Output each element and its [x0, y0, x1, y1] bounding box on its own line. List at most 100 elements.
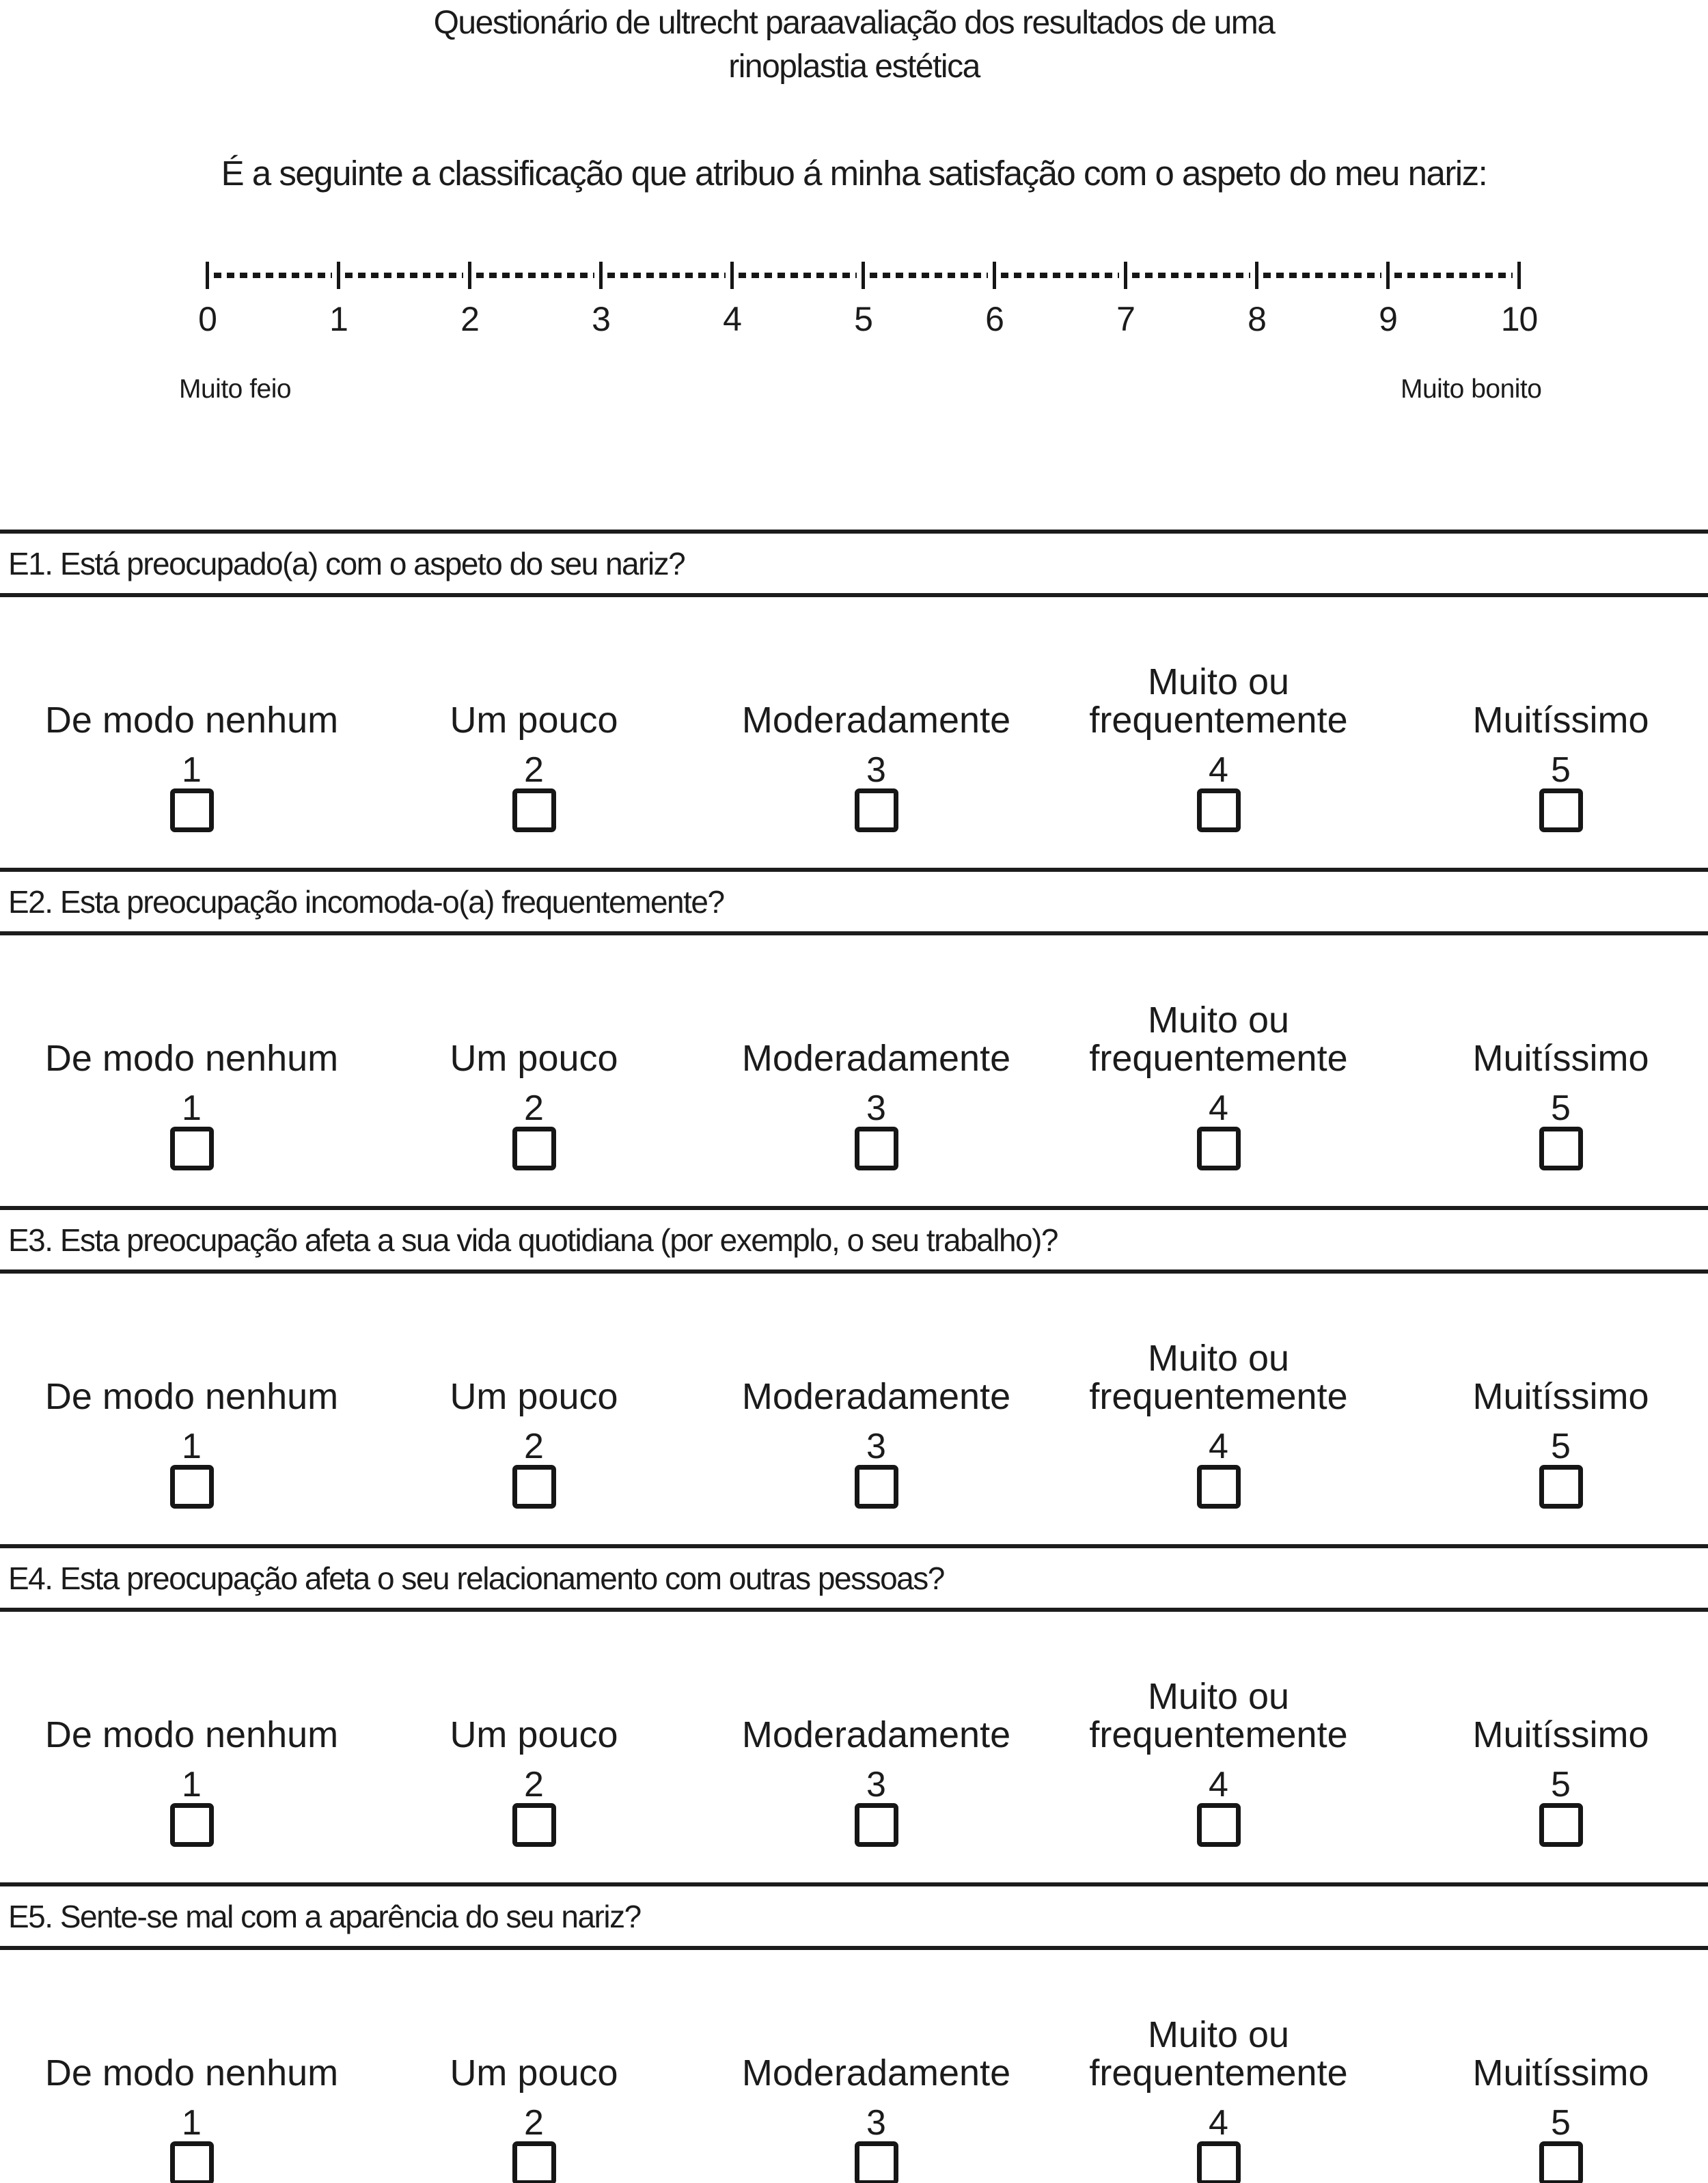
option-number: 4	[1209, 2103, 1228, 2143]
checkbox-e3-5[interactable]	[1539, 1465, 1583, 1509]
option-number: 2	[524, 1088, 544, 1128]
scale-number-10: 10	[1500, 300, 1539, 338]
checkbox-e2-3[interactable]	[854, 1127, 898, 1170]
option-label: De modo nenhum	[45, 1001, 338, 1077]
scale-number-9: 9	[1379, 300, 1398, 338]
scale-number-8: 8	[1248, 300, 1267, 338]
option-number: 4	[1209, 750, 1228, 790]
option-label-text: Moderadamente	[741, 1376, 1011, 1417]
option-number: 1	[182, 1088, 202, 1128]
option-number: 2	[524, 1765, 544, 1804]
option-column-2: Um pouco 2	[363, 1677, 705, 1847]
option-label-text: Muitíssimo	[1472, 1038, 1649, 1079]
scale-end-tick	[1517, 262, 1521, 289]
intro-statement: É a seguinte a classificação que atribuo…	[221, 154, 1488, 193]
option-label: Muito ou frequentemente	[1047, 1677, 1390, 1754]
checkbox-e2-2[interactable]	[512, 1127, 556, 1170]
checkbox-e4-4[interactable]	[1196, 1803, 1241, 1847]
dashed-line	[1132, 273, 1250, 278]
checkbox-e5-1[interactable]	[169, 2141, 214, 2183]
option-label-text: De modo nenhum	[44, 2052, 339, 2093]
option-label: Muito ou frequentemente	[1047, 663, 1390, 739]
option-label: Moderadamente	[742, 2016, 1010, 2092]
checkbox-e5-3[interactable]	[854, 2141, 898, 2183]
question-block-e1: E1. Está preocupado(a) com o aspeto do s…	[0, 530, 1708, 868]
option-label: Muito ou frequentemente	[1047, 2016, 1390, 2092]
option-column-2: Um pouco 2	[363, 1339, 705, 1509]
option-label-text: Muitíssimo	[1472, 1714, 1649, 1755]
option-number: 5	[1551, 1088, 1571, 1128]
option-column-4: Muito ou frequentemente 4	[1047, 1339, 1390, 1509]
scale-segment-2	[468, 262, 599, 289]
option-number: 2	[524, 750, 544, 790]
page-title-line-1: Questionário de ultrecht paraavaliação d…	[433, 5, 1276, 41]
checkbox-e1-5[interactable]	[1539, 788, 1583, 832]
checkbox-e4-2[interactable]	[512, 1803, 556, 1847]
checkbox-e3-4[interactable]	[1196, 1465, 1241, 1509]
checkbox-e1-2[interactable]	[512, 788, 556, 832]
option-number: 1	[182, 1765, 202, 1804]
option-column-4: Muito ou frequentemente 4	[1047, 1677, 1390, 1847]
option-label: Muitíssimo	[1472, 2016, 1649, 2092]
rating-scale-ruler	[206, 262, 1521, 289]
checkbox-e1-4[interactable]	[1196, 788, 1241, 832]
option-label-text: Muito ou frequentemente	[1089, 661, 1348, 741]
option-label-text: Moderadamente	[741, 1714, 1011, 1755]
option-label: Um pouco	[450, 1677, 618, 1754]
checkbox-e4-5[interactable]	[1539, 1803, 1583, 1847]
scale-segment-4	[730, 262, 862, 289]
question-header: E3. Esta preocupação afeta a sua vida qu…	[0, 1210, 1708, 1269]
option-number: 3	[866, 750, 886, 790]
checkbox-e4-3[interactable]	[854, 1803, 898, 1847]
question-text-e4: E4. Esta preocupação afeta o seu relacio…	[8, 1560, 945, 1596]
checkbox-e3-3[interactable]	[854, 1465, 898, 1509]
checkbox-e5-2[interactable]	[512, 2141, 556, 2183]
option-number: 2	[524, 1427, 544, 1466]
option-label-text: De modo nenhum	[44, 1714, 339, 1755]
scale-right-label: Muito bonito	[1401, 374, 1542, 404]
scale-number-4: 4	[723, 300, 742, 338]
scale-segment-1	[337, 262, 468, 289]
option-number: 1	[182, 1427, 202, 1466]
option-label-text: Um pouco	[450, 1376, 618, 1417]
option-label-text: De modo nenhum	[44, 1376, 339, 1417]
option-label: Muitíssimo	[1472, 663, 1649, 739]
option-column-5: Muitíssimo 5	[1390, 1001, 1708, 1170]
dashed-line	[345, 273, 463, 278]
option-label: Moderadamente	[742, 1339, 1010, 1416]
dashed-line	[1394, 273, 1513, 278]
option-label-text: Um pouco	[450, 2052, 618, 2093]
scale-segment-3	[599, 262, 730, 289]
option-label: De modo nenhum	[45, 2016, 338, 2092]
checkbox-e5-4[interactable]	[1196, 2141, 1241, 2183]
scale-number-3: 3	[592, 300, 611, 338]
option-column-2: Um pouco 2	[363, 1001, 705, 1170]
question-header: E5. Sente-se mal com a aparência do seu …	[0, 1886, 1708, 1946]
option-label-text: De modo nenhum	[44, 1038, 339, 1079]
divider-top	[0, 530, 1708, 534]
options-row: De modo nenhum 1 Um pouco 2 Moderadament…	[0, 1274, 1708, 1544]
option-label-text: Muito ou frequentemente	[1089, 1000, 1348, 1079]
checkbox-e2-4[interactable]	[1196, 1127, 1241, 1170]
dashed-line	[214, 273, 332, 278]
checkbox-e1-1[interactable]	[169, 788, 214, 832]
question-text-e5: E5. Sente-se mal com a aparência do seu …	[8, 1898, 642, 1934]
question-header: E2. Esta preocupação incomoda-o(a) frequ…	[0, 872, 1708, 931]
checkbox-e2-5[interactable]	[1539, 1127, 1583, 1170]
scale-number-6: 6	[985, 300, 1004, 338]
option-label: De modo nenhum	[45, 1677, 338, 1754]
checkbox-e2-1[interactable]	[169, 1127, 214, 1170]
divider-bottom	[0, 1608, 1708, 1612]
question-block-e4: E4. Esta preocupação afeta o seu relacio…	[0, 1544, 1708, 1882]
question-block-e5: E5. Sente-se mal com a aparência do seu …	[0, 1882, 1708, 2183]
dashed-line	[1001, 273, 1119, 278]
checkbox-e4-1[interactable]	[169, 1803, 214, 1847]
checkbox-e1-3[interactable]	[854, 788, 898, 832]
checkbox-e5-5[interactable]	[1539, 2141, 1583, 2183]
checkbox-e3-2[interactable]	[512, 1465, 556, 1509]
checkbox-e3-1[interactable]	[169, 1465, 214, 1509]
option-number: 4	[1209, 1427, 1228, 1466]
scale-number-row: 0 1 2 3 4 5 6 7 8 9 10	[198, 300, 1538, 340]
option-label-text: Moderadamente	[741, 2052, 1011, 2093]
option-label: Muitíssimo	[1472, 1677, 1649, 1754]
